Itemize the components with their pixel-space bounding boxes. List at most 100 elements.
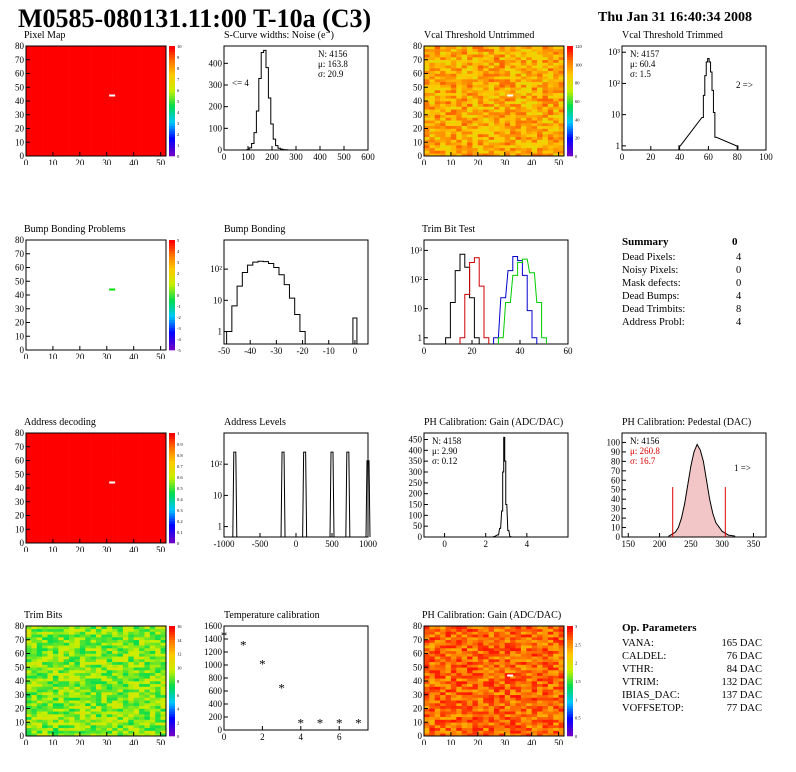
heatmap-cell bbox=[85, 501, 91, 505]
heatmap-cell bbox=[477, 90, 484, 94]
heatmap-cell bbox=[90, 128, 97, 132]
heatmap-cell bbox=[149, 510, 156, 514]
heatmap-cell bbox=[526, 109, 532, 113]
heatmap-cell bbox=[52, 628, 59, 632]
heatmap-cell bbox=[488, 48, 495, 52]
heatmap-cell bbox=[155, 457, 161, 461]
heatmap-cell bbox=[461, 153, 468, 157]
heatmap-cell bbox=[122, 446, 129, 450]
heatmap-cell bbox=[515, 117, 522, 121]
heatmap-cell bbox=[106, 112, 113, 116]
colorbar-cell bbox=[169, 57, 175, 61]
heatmap-cell bbox=[515, 139, 522, 143]
heatmap-cell bbox=[547, 120, 554, 124]
heatmap-cell bbox=[96, 145, 102, 149]
heatmap-cell bbox=[96, 455, 102, 459]
heatmap-cell bbox=[85, 716, 91, 720]
heatmap-cell bbox=[520, 139, 527, 143]
heatmap-cell bbox=[74, 733, 81, 737]
heatmap-cell bbox=[101, 499, 108, 503]
heatmap-cell bbox=[42, 457, 48, 461]
heatmap-cell bbox=[79, 120, 86, 124]
heatmap-cell bbox=[69, 90, 75, 94]
heatmap-cell bbox=[31, 109, 38, 113]
heatmap-cell bbox=[69, 675, 75, 679]
heatmap-cell bbox=[144, 65, 151, 69]
heatmap-cell bbox=[424, 711, 430, 715]
heatmap-cell bbox=[122, 672, 129, 676]
heatmap-cell bbox=[531, 51, 538, 55]
heatmap-cell bbox=[90, 106, 97, 110]
heatmap-cell bbox=[79, 134, 86, 138]
heatmap-cell bbox=[144, 523, 151, 527]
heatmap-cell bbox=[515, 59, 522, 63]
heatmap-cell bbox=[79, 95, 86, 99]
heatmap-cell bbox=[52, 59, 59, 63]
heatmap-cell bbox=[58, 468, 64, 472]
heatmap-cell bbox=[450, 153, 457, 157]
heatmap-cell bbox=[139, 48, 145, 52]
heatmap-cell bbox=[510, 139, 516, 143]
heatmap-cell bbox=[79, 642, 86, 646]
heatmap-cell bbox=[520, 51, 527, 55]
heatmap-cell bbox=[85, 471, 91, 475]
heatmap-cell bbox=[85, 145, 91, 149]
heatmap-cell bbox=[494, 68, 500, 72]
heatmap-cell bbox=[101, 62, 108, 66]
heatmap-cell bbox=[537, 98, 543, 102]
heatmap-cell bbox=[101, 46, 108, 50]
heatmap-cell bbox=[155, 65, 161, 69]
heatmap-cell bbox=[58, 120, 64, 124]
heatmap-cell bbox=[90, 84, 97, 88]
heatmap-cell bbox=[461, 98, 468, 102]
heatmap-cell bbox=[553, 136, 559, 140]
heatmap-cell bbox=[477, 65, 484, 69]
heatmap-cell bbox=[429, 59, 436, 63]
heatmap-cell bbox=[122, 106, 129, 110]
heatmap-cell bbox=[69, 485, 75, 489]
heatmap-cell bbox=[96, 142, 102, 146]
heatmap-cell bbox=[133, 512, 140, 516]
heatmap-cell bbox=[542, 54, 549, 58]
heatmap-cell bbox=[155, 733, 161, 737]
heatmap-cell bbox=[47, 683, 54, 687]
heatmap-cell bbox=[128, 714, 134, 718]
colorbar-cell bbox=[169, 300, 175, 304]
heatmap-cell bbox=[450, 109, 457, 113]
y-tick-label: 50 bbox=[15, 662, 25, 672]
heatmap-cell bbox=[445, 136, 452, 140]
heatmap-cell bbox=[133, 142, 140, 146]
heatmap-cell bbox=[63, 46, 70, 50]
heatmap-cell bbox=[47, 719, 54, 723]
heatmap-cell bbox=[440, 128, 446, 132]
heatmap-cell bbox=[515, 123, 522, 127]
y-tick-label: 400 bbox=[409, 445, 423, 455]
heatmap-cell bbox=[133, 716, 140, 720]
heatmap-cell bbox=[122, 51, 129, 55]
heatmap-cell bbox=[26, 117, 32, 121]
heatmap-cell bbox=[52, 730, 59, 734]
heatmap-cell bbox=[112, 452, 118, 456]
heatmap-cell bbox=[36, 84, 43, 88]
heatmap-cell bbox=[85, 714, 91, 718]
heatmap-cell bbox=[63, 449, 70, 453]
heatmap-cell bbox=[128, 705, 134, 709]
heatmap-cell bbox=[112, 490, 118, 494]
heatmap-cell bbox=[69, 730, 75, 734]
heatmap-cell bbox=[434, 103, 441, 107]
heatmap-cell bbox=[144, 57, 151, 61]
heatmap-cell bbox=[128, 628, 134, 632]
heatmap-cell bbox=[42, 683, 48, 687]
heatmap-cell bbox=[445, 46, 452, 50]
heatmap-cell bbox=[36, 642, 43, 646]
heatmap-cell bbox=[122, 70, 129, 74]
heatmap-cell bbox=[515, 48, 522, 52]
heatmap-cell bbox=[117, 73, 124, 77]
heatmap-cell bbox=[117, 438, 124, 442]
heatmap-cell bbox=[101, 700, 108, 704]
heatmap-cell bbox=[90, 134, 97, 138]
heatmap-cell bbox=[149, 667, 156, 671]
heatmap-cell bbox=[467, 120, 473, 124]
heatmap-cell bbox=[461, 117, 468, 121]
